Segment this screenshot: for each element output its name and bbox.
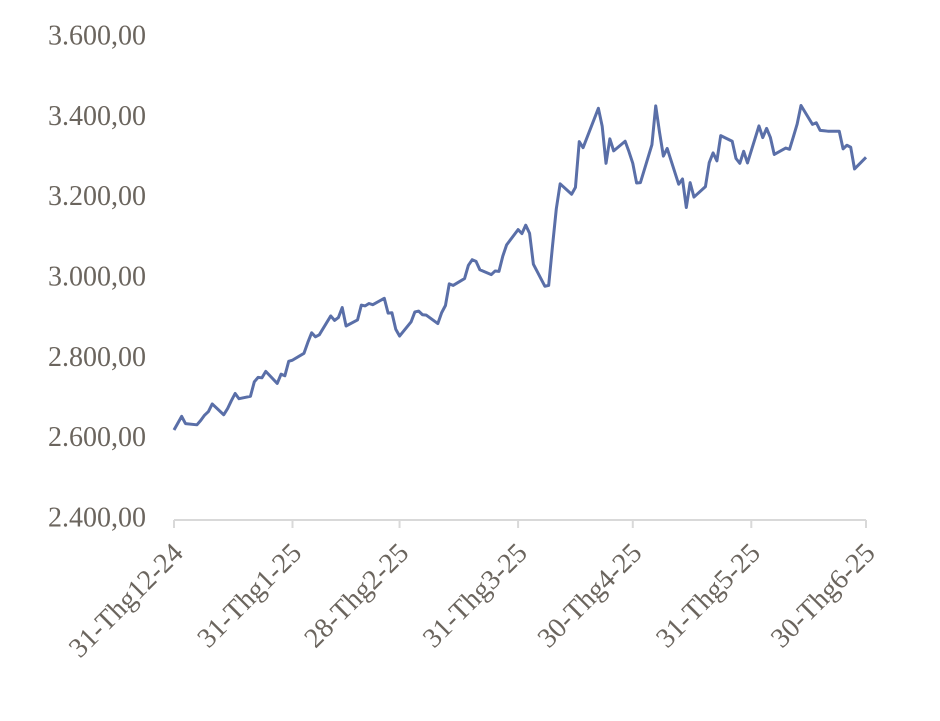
y-tick-label: 3.200,00 [48, 181, 146, 212]
x-tick-label: 31-Thg1-25 [192, 538, 309, 655]
y-tick-label: 3.000,00 [48, 261, 146, 292]
x-tick-label: 28-Thg2-25 [299, 538, 416, 655]
x-tick-label: 30-Thg6-25 [765, 538, 882, 655]
x-tick-label: 30-Thg4-25 [532, 538, 649, 655]
x-tick-label: 31-Thg3-25 [417, 538, 534, 655]
y-tick-label: 3.600,00 [48, 20, 146, 51]
y-tick-label: 2.800,00 [48, 342, 146, 373]
y-tick-label: 2.400,00 [48, 502, 146, 533]
line-series [172, 103, 868, 431]
y-tick-label: 2.600,00 [48, 422, 146, 453]
y-tick-label: 3.400,00 [48, 101, 146, 132]
x-tick-label: 31-Thg12-24 [63, 538, 189, 664]
x-tick-label: 31-Thg5-25 [650, 538, 767, 655]
